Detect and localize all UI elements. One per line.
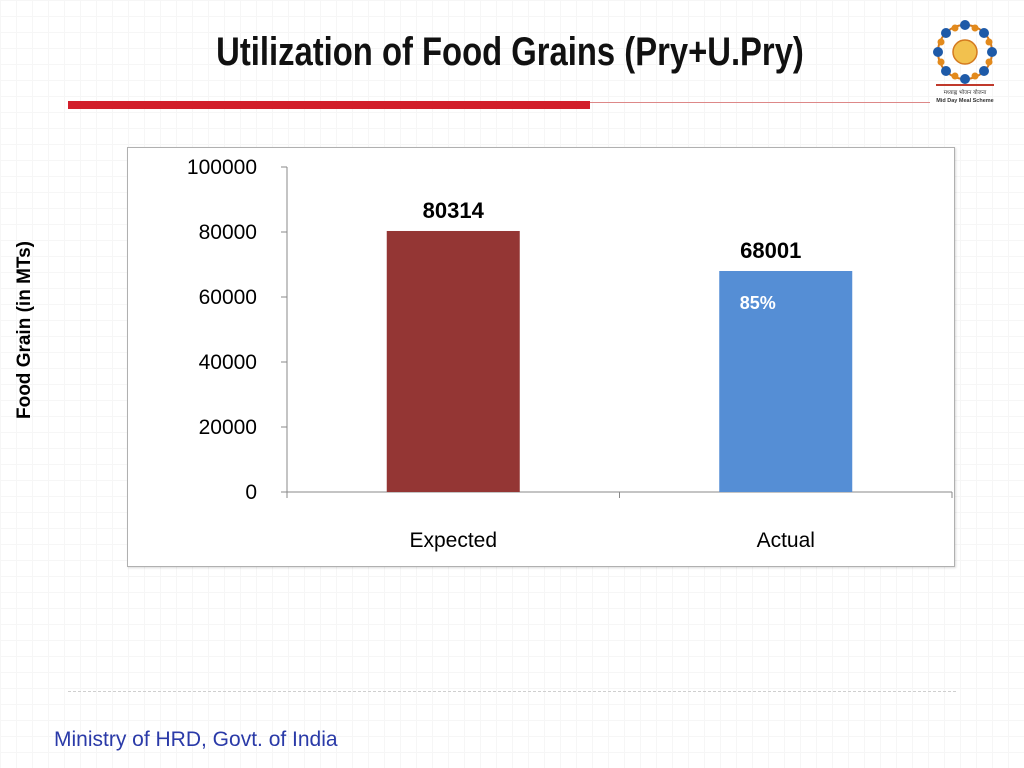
logo-text-hindi: मध्याह्न भोजन योजना: [944, 89, 987, 96]
title-underline: [590, 102, 930, 103]
x-ticks: [286, 492, 953, 498]
y-tick-label: 80000: [199, 221, 257, 244]
logo-text-english: Mid Day Meal Scheme: [936, 98, 993, 104]
slide-title: Utilization of Food Grains (Pry+U.Pry): [216, 30, 804, 74]
percentage-annotation: 85%: [740, 293, 776, 313]
footer-text: Ministry of HRD, Govt. of India: [54, 728, 338, 751]
bar-expected: [386, 230, 520, 493]
footer-divider: [68, 691, 956, 692]
mid-day-meal-logo-icon: मध्याह्न भोजन योजना Mid Day Meal Scheme: [933, 20, 997, 104]
x-category-label: Expected: [409, 529, 497, 552]
y-tick-label: 100000: [187, 156, 257, 179]
y-ticks: 0 20000 40000 60000 80000 100000: [187, 156, 287, 504]
data-label-actual: 68001: [740, 238, 801, 263]
bar-actual: [719, 270, 853, 492]
data-label-expected: 80314: [423, 198, 485, 223]
x-category-label: Actual: [757, 529, 815, 552]
y-tick-label: 0: [245, 481, 257, 504]
title-accent-bar: [68, 101, 590, 109]
bars: [386, 230, 853, 493]
y-tick-label: 40000: [199, 351, 257, 374]
y-tick-label: 60000: [199, 286, 257, 309]
y-tick-label: 20000: [199, 416, 257, 439]
data-labels: Expected 80314 Actual 68001 85%: [409, 198, 814, 552]
